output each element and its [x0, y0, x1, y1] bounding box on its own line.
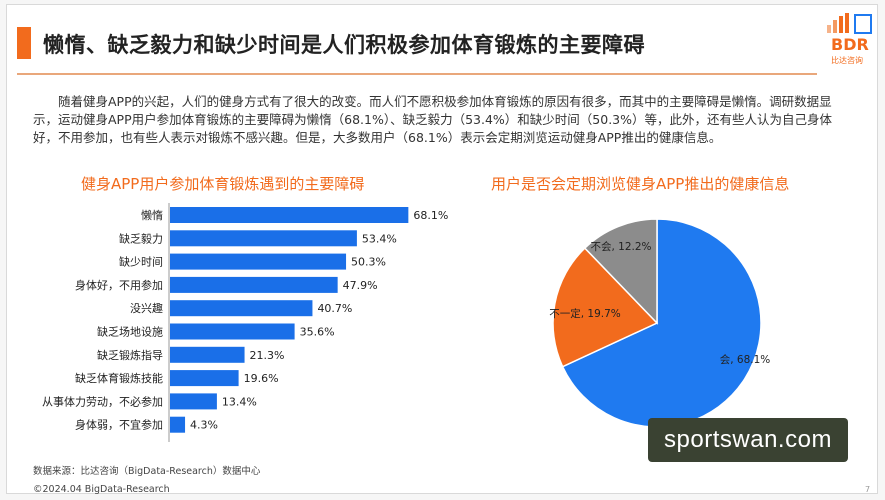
bar	[170, 323, 295, 340]
category-label: 缺乏体育锻炼技能	[75, 371, 163, 385]
bar	[170, 276, 338, 293]
watermark: sportswan.com	[648, 418, 848, 462]
bar-chart-title: 健身APP用户参加体育锻炼遇到的主要障碍	[81, 175, 365, 193]
bar-value-label: 4.3%	[190, 419, 218, 432]
category-label: 缺乏场地设施	[97, 325, 163, 339]
category-label: 没兴趣	[130, 301, 163, 315]
bar	[170, 393, 217, 410]
pie-chart: 会, 68.1% 不一定, 19.7% 不会, 12.2%	[549, 218, 771, 428]
pie-slice	[583, 218, 658, 325]
data-source: 数据来源：比达咨询（BigData-Research）数据中心	[33, 466, 261, 477]
category-label: 懒惰	[141, 208, 163, 222]
category-label: 缺乏锻炼指导	[97, 348, 163, 362]
category-label: 从事体力劳动，不必参加	[42, 394, 163, 408]
logo-text: BDR	[831, 35, 869, 54]
bar-value-label: 50.3%	[351, 256, 386, 269]
bar-chart: 懒惰 68.1% 缺乏毅力 53.4% 缺少时间 50.3% 身体好，不用参加 47.9% 没兴…	[42, 203, 448, 442]
bar-value-label: 13.4%	[222, 395, 257, 408]
pie-slice-label: 会, 68.1%	[720, 353, 771, 366]
bar-value-label: 40.7%	[317, 302, 352, 315]
pie-slice-label: 不会, 12.2%	[590, 240, 651, 253]
logo-bars-icon	[827, 13, 872, 34]
pie-slice	[552, 247, 659, 368]
bar-value-label: 47.9%	[343, 279, 378, 292]
page-title: 懒惰、缺乏毅力和缺少时间是人们积极参加体育锻炼的主要障碍	[43, 33, 645, 57]
category-label: 缺乏毅力	[119, 231, 163, 245]
bar	[170, 416, 186, 433]
pie-slice	[561, 218, 762, 428]
bar-value-label: 68.1%	[413, 209, 448, 222]
bar-value-label: 53.4%	[362, 232, 397, 245]
bar	[170, 207, 409, 223]
bar	[170, 300, 313, 317]
intro-paragraph: 随着健身APP的兴起，人们的健身方式有了很大的改变。而人们不愿积极参加体育锻炼的…	[33, 94, 833, 145]
page-number: 7	[865, 485, 871, 494]
category-label: 缺少时间	[119, 255, 163, 269]
slide: 懒惰、缺乏毅力和缺少时间是人们积极参加体育锻炼的主要障碍 BDR 比达咨询 随着…	[6, 4, 878, 495]
bar-value-label: 19.6%	[244, 372, 279, 385]
bar-value-label: 21.3%	[250, 349, 285, 362]
bar-value-label: 35.6%	[300, 326, 335, 339]
title-divider	[17, 73, 817, 75]
title-accent-bar	[17, 27, 31, 59]
bar	[170, 230, 357, 247]
category-label: 身体好，不用参加	[75, 278, 163, 292]
company-logo: BDR 比达咨询	[821, 11, 875, 71]
pie-chart-title: 用户是否会定期浏览健身APP推出的健康信息	[491, 175, 790, 193]
bar	[170, 370, 239, 387]
category-label: 身体弱，不宜参加	[75, 418, 163, 432]
logo-subtitle: 比达咨询	[831, 56, 863, 65]
bar	[170, 346, 245, 363]
copyright: ©2024.04 BigData-Research	[33, 484, 170, 495]
bar	[170, 253, 347, 270]
pie-slice-label: 不一定, 19.7%	[549, 307, 621, 320]
